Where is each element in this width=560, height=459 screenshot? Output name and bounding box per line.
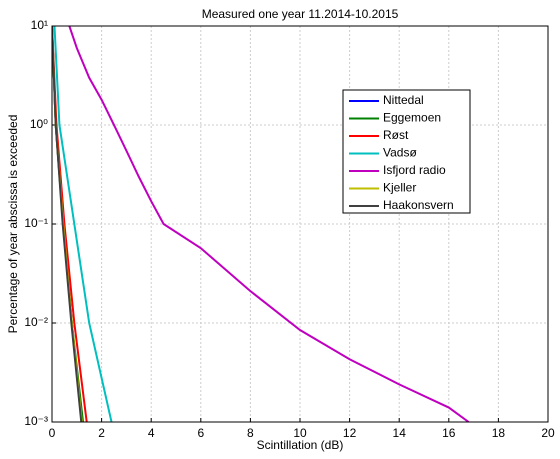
x-tick-label: 10 bbox=[293, 426, 307, 440]
series-line bbox=[53, 26, 113, 422]
legend-label: Vadsø bbox=[383, 146, 417, 160]
legend-label: Nittedal bbox=[383, 93, 424, 107]
y-tick-label: 10⁻¹ bbox=[24, 216, 48, 230]
x-tick-label: 16 bbox=[442, 426, 456, 440]
x-tick-label: 0 bbox=[49, 426, 56, 440]
legend-label: Haakonsvern bbox=[383, 198, 454, 212]
series-line bbox=[52, 26, 83, 422]
y-tick-label: 10⁻² bbox=[24, 315, 48, 329]
legend-label: Isfjord radio bbox=[383, 163, 446, 177]
y-tick-label: 10⁻³ bbox=[24, 414, 48, 428]
legend-label: Kjeller bbox=[383, 181, 416, 195]
x-tick-label: 6 bbox=[197, 426, 204, 440]
legend-box bbox=[342, 89, 471, 214]
y-tick-label: 10⁰ bbox=[30, 117, 48, 131]
x-tick-label: 12 bbox=[343, 426, 357, 440]
x-axis-label: Scintillation (dB) bbox=[257, 438, 344, 452]
series-line bbox=[68, 26, 470, 422]
x-tick-label: 20 bbox=[541, 426, 555, 440]
x-tick-label: 4 bbox=[148, 426, 155, 440]
y-tick-label: 10¹ bbox=[31, 18, 48, 32]
legend-label: Røst bbox=[383, 128, 409, 142]
legend-label: Eggemoen bbox=[383, 111, 441, 125]
plot-frame bbox=[51, 25, 549, 423]
x-tick-label: 18 bbox=[492, 426, 506, 440]
x-tick-label: 8 bbox=[247, 426, 254, 440]
y-axis-label: Percentage of year abscissa is exceeded bbox=[6, 115, 20, 334]
chart-title: Measured one year 11.2014-10.2015 bbox=[202, 7, 399, 21]
x-tick-label: 14 bbox=[393, 426, 407, 440]
x-tick-label: 2 bbox=[98, 426, 105, 440]
